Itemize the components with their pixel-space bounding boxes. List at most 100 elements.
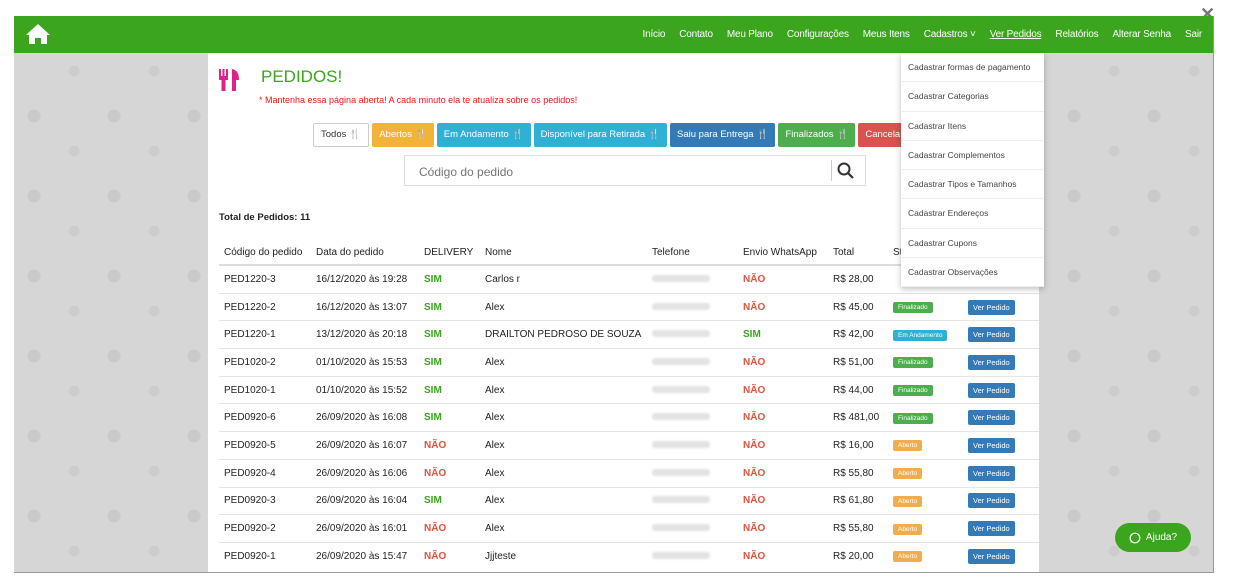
view-order-button[interactable]: Ver Pedido [968, 354, 1015, 370]
status-cell: Em Andamento [888, 320, 963, 349]
view-order-button[interactable]: Ver Pedido [968, 299, 1015, 315]
phone-redacted [647, 320, 738, 349]
filter-open-button[interactable]: Abertos 🍴 [372, 123, 434, 147]
nav-item[interactable]: Alterar Senha [1112, 29, 1172, 40]
dropdown-item[interactable]: Cadastrar Complementos [901, 141, 1044, 171]
delivery-flag: SIM [419, 375, 480, 404]
filter-pickup-button[interactable]: Disponível para Retirada 🍴 [533, 123, 668, 147]
status-badge: Finalizado [893, 385, 933, 397]
order-code: PED1220-1 [219, 320, 311, 349]
view-order-button[interactable]: Ver Pedido [968, 382, 1015, 398]
filter-cancelled-button[interactable]: Cancela [858, 123, 908, 147]
filter-label: Disponível para Retirada [540, 129, 646, 140]
nav-item[interactable]: Relatórios [1055, 29, 1099, 40]
filter-finished-button[interactable]: Finalizados 🍴 [778, 123, 856, 147]
order-code: PED1220-2 [219, 292, 311, 321]
dropdown-item[interactable]: Cadastrar Endereços [901, 199, 1044, 229]
dropdown-item[interactable]: Cadastrar Categorias [901, 82, 1044, 112]
filter-label: Cancela [865, 129, 901, 140]
view-order-button[interactable]: Ver Pedido [968, 465, 1015, 481]
filter-label: Finalizados [785, 129, 834, 140]
delivery-flag: NÃO [419, 541, 480, 570]
phone-redacted [647, 431, 738, 460]
nav-item[interactable]: Contato [679, 29, 713, 40]
col-phone: Telefone [647, 240, 738, 266]
whatsapp-flag: NÃO [738, 486, 828, 515]
table-row: PED1020-2 01/10/2020 às 15:53 SIM Alex NÃO R$… [219, 348, 1039, 377]
dropdown-item[interactable]: Cadastrar Observações [901, 258, 1044, 288]
whatsapp-flag: NÃO [738, 458, 828, 487]
filter-all-button[interactable]: Todos 🍴 [313, 123, 370, 147]
phone-redacted [647, 264, 738, 294]
action-cell: Ver Pedido [963, 541, 1039, 570]
col-code: Código do pedido [219, 240, 311, 266]
delivery-flag: SIM [419, 403, 480, 432]
whatsapp-flag: NÃO [738, 514, 828, 543]
view-order-button[interactable]: Ver Pedido [968, 548, 1015, 564]
nav-item[interactable]: Meus Itens [862, 29, 910, 40]
view-order-button[interactable]: Ver Pedido [968, 521, 1015, 537]
customer-name: Alex [480, 514, 647, 543]
nav-item[interactable]: Meu Plano [726, 29, 773, 40]
redacted-phone [652, 468, 710, 476]
col-name: Nome [480, 240, 647, 266]
action-cell: Ver Pedido [963, 514, 1039, 543]
delivery-flag: SIM [419, 320, 480, 349]
redacted-phone [652, 274, 710, 282]
status-badge: Aberto [893, 495, 923, 507]
phone-redacted [647, 514, 738, 543]
fork-knife-icon: 🍴 [756, 129, 769, 140]
dropdown-item[interactable]: Cadastrar Cupons [901, 229, 1044, 259]
order-date: 26/09/2020 às 16:01 [311, 514, 419, 543]
fork-knife-icon: 🍴 [349, 129, 362, 140]
nav-item[interactable]: Cadastros ˅ [923, 29, 976, 40]
home-icon[interactable] [25, 22, 51, 46]
search-divider [831, 160, 832, 181]
customer-name: Jjjteste [480, 541, 647, 570]
view-order-button[interactable]: Ver Pedido [968, 493, 1015, 509]
customer-name: Alex [480, 375, 647, 404]
order-date: 26/09/2020 às 16:08 [311, 403, 419, 432]
customer-name: Alex [480, 431, 647, 460]
filter-in-progress-button[interactable]: Em Andamento 🍴 [436, 123, 531, 147]
redacted-phone [652, 385, 710, 393]
filter-delivery-button[interactable]: Saiu para Entrega 🍴 [670, 123, 776, 147]
customer-name: Alex [480, 486, 647, 515]
order-total: R$ 45,00 [828, 292, 888, 321]
view-order-button[interactable]: Ver Pedido [968, 327, 1015, 343]
dropdown-item[interactable]: Cadastrar formas de pagamento [901, 53, 1044, 83]
table-row: PED0920-6 26/09/2020 às 16:08 SIM Alex NÃO R$… [219, 403, 1039, 432]
action-cell: Ver Pedido [963, 458, 1039, 487]
orders-table: Código do pedido Data do pedido DELIVERY… [219, 240, 1039, 570]
fork-knife-icon: 🍴 [414, 129, 427, 140]
order-total: R$ 51,00 [828, 348, 888, 377]
whatsapp-flag: NÃO [738, 348, 828, 377]
status-cell: Aberto [888, 431, 963, 460]
order-code: PED0920-5 [219, 431, 311, 460]
search-input[interactable] [417, 156, 821, 187]
status-cell: Aberto [888, 541, 963, 570]
view-order-button[interactable]: Ver Pedido [968, 410, 1015, 426]
nav-item[interactable]: Ver Pedidos [989, 29, 1042, 40]
view-order-button[interactable]: Ver Pedido [968, 437, 1015, 453]
cadastros-dropdown: Cadastrar formas de pagamento Cadastrar C… [901, 53, 1044, 288]
phone-redacted [647, 403, 738, 432]
delivery-flag: SIM [419, 348, 480, 377]
orders-panel: PEDIDOS! * Mantenha essa página aberta! … [208, 53, 1039, 572]
table-row: PED1220-1 13/12/2020 às 20:18 SIM DRAILTON … [219, 320, 1039, 349]
search-icon[interactable] [837, 162, 854, 179]
table-row: PED0920-3 26/09/2020 às 16:04 SIM Alex NÃO R$… [219, 486, 1039, 515]
status-cell: Finalizado [888, 348, 963, 377]
nav-item[interactable]: Início [642, 29, 666, 40]
dropdown-item[interactable]: Cadastrar Tipos e Tamanhos [901, 170, 1044, 200]
nav-item[interactable]: Sair [1185, 29, 1202, 40]
page-subtitle: * Mantenha essa página aberta! A cada mi… [259, 95, 578, 105]
phone-redacted [647, 541, 738, 570]
action-cell: Ver Pedido [963, 431, 1039, 460]
help-button[interactable]: Ajuda? [1115, 523, 1191, 552]
nav-item[interactable]: Configurações [786, 29, 849, 40]
dropdown-item[interactable]: Cadastrar Itens [901, 112, 1044, 141]
redacted-phone [652, 551, 710, 559]
nav-menu: Início Contato Meu Plano Configurações Meus … [636, 16, 1209, 53]
table-row: PED0920-1 26/09/2020 às 15:47 NÃO Jjjteste N… [219, 541, 1039, 570]
